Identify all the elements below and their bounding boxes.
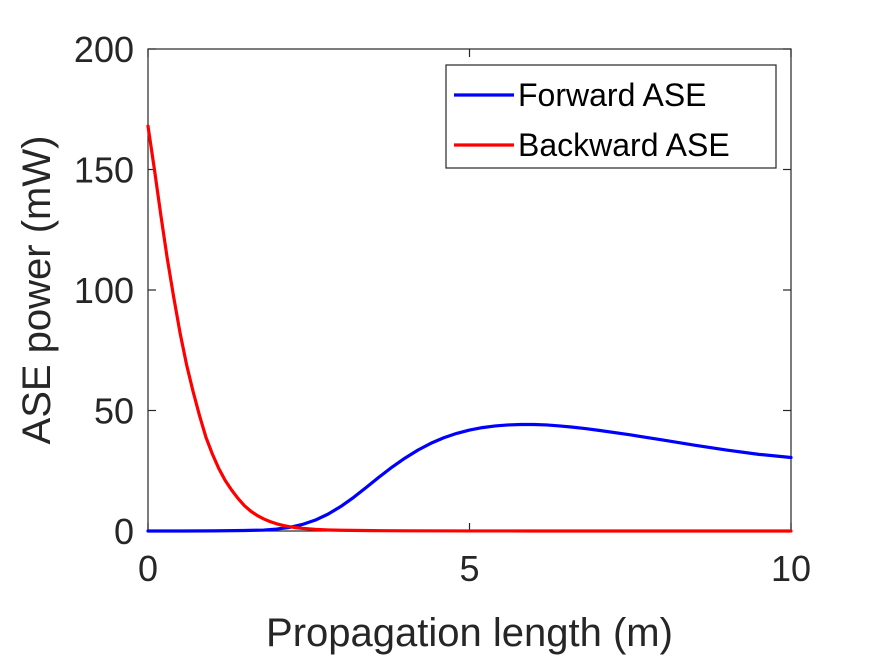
x-tick-label: 10 [771, 548, 811, 589]
x-tick-label: 5 [459, 548, 479, 589]
series-line-backward-ase [146, 124, 793, 533]
legend-label-forward-ase: Forward ASE [518, 77, 707, 113]
y-axis-label: ASE power (mW) [15, 136, 59, 445]
y-tick-label: 50 [94, 391, 134, 432]
y-tick-label: 0 [114, 511, 134, 552]
legend-label-backward-ase: Backward ASE [518, 127, 730, 163]
legend-box [445, 64, 777, 169]
legend: Forward ASE Backward ASE [445, 64, 777, 169]
y-tick-label: 200 [74, 29, 134, 70]
x-tick-label: 0 [138, 548, 158, 589]
y-tick-label: 150 [74, 150, 134, 191]
y-tick-label: 100 [74, 270, 134, 311]
series-layer [146, 124, 793, 533]
x-axis-label: Propagation length (m) [266, 611, 673, 655]
